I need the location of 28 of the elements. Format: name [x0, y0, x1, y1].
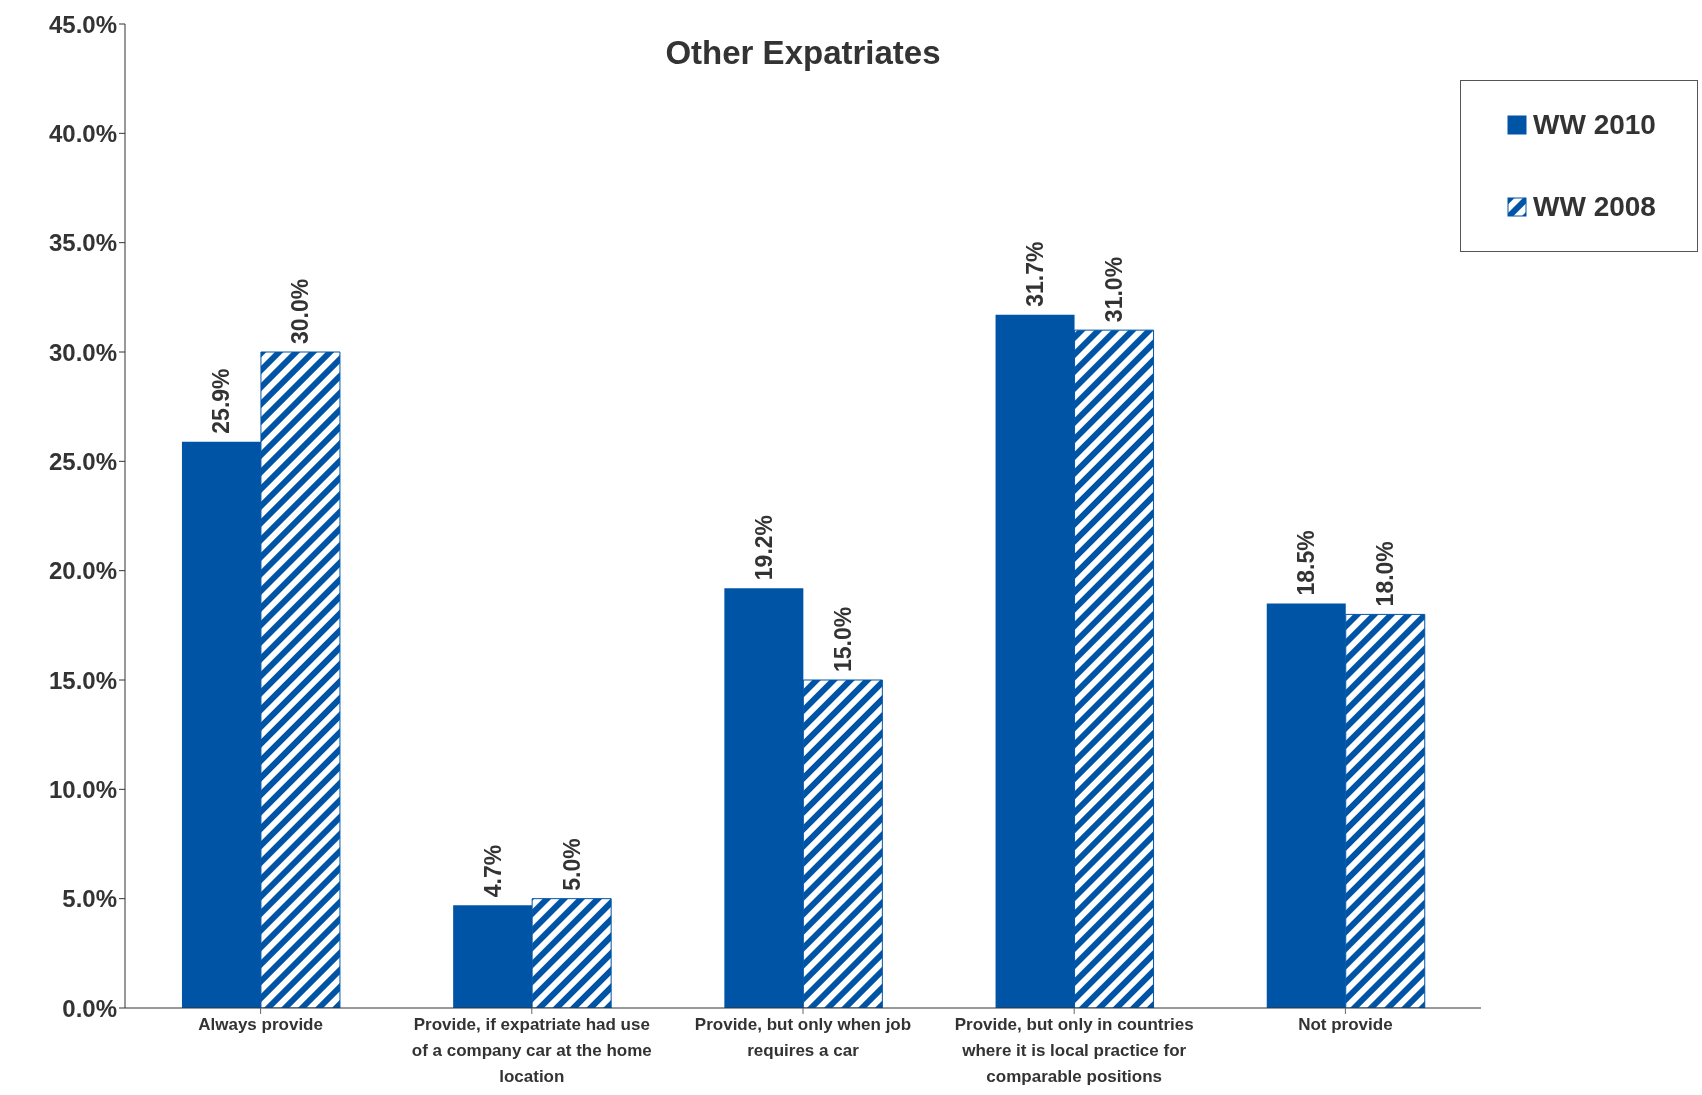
y-tick-label: 0.0% [62, 994, 117, 1022]
y-tick-label: 5.0% [62, 885, 117, 913]
y-tick-label: 40.0% [48, 119, 117, 147]
data-label: 31.7% [1022, 241, 1049, 307]
data-label: 4.7% [479, 844, 506, 898]
y-tick-label: 35.0% [48, 229, 117, 257]
data-label: 18.0% [1372, 541, 1399, 607]
data-label: 19.2% [750, 514, 777, 581]
data-label: 31.0% [1101, 256, 1128, 323]
y-tick-label: 10.0% [48, 775, 117, 803]
y-tick-label: 30.0% [48, 338, 117, 366]
x-tick-label: Always provide [198, 1015, 323, 1034]
x-tick-label: Provide, but only in countries where it is local practice for comparable positions [954, 1015, 1194, 1086]
data-label: 15.0% [829, 606, 856, 672]
y-tick-label: 15.0% [48, 666, 117, 694]
data-label: 25.9% [208, 368, 235, 434]
legend-label: WW 2008 [1533, 191, 1656, 223]
chart-title: Other Expatriates [664, 34, 942, 72]
data-label: 30.0% [287, 278, 314, 344]
y-tick-label: 45.0% [48, 10, 117, 38]
x-tick-label: Provide, but only when job requires a car [694, 1015, 912, 1060]
data-label: 18.5% [1293, 530, 1320, 596]
y-tick-label: 25.0% [48, 447, 117, 475]
y-tick-label: 20.0% [48, 557, 117, 585]
legend-label: WW 2010 [1533, 109, 1656, 141]
x-tick-label: Provide, if expatriate had use of a company car at the home location [411, 1015, 652, 1086]
x-tick-label: Not provide [1298, 1015, 1393, 1034]
data-label: 5.0% [558, 838, 585, 891]
